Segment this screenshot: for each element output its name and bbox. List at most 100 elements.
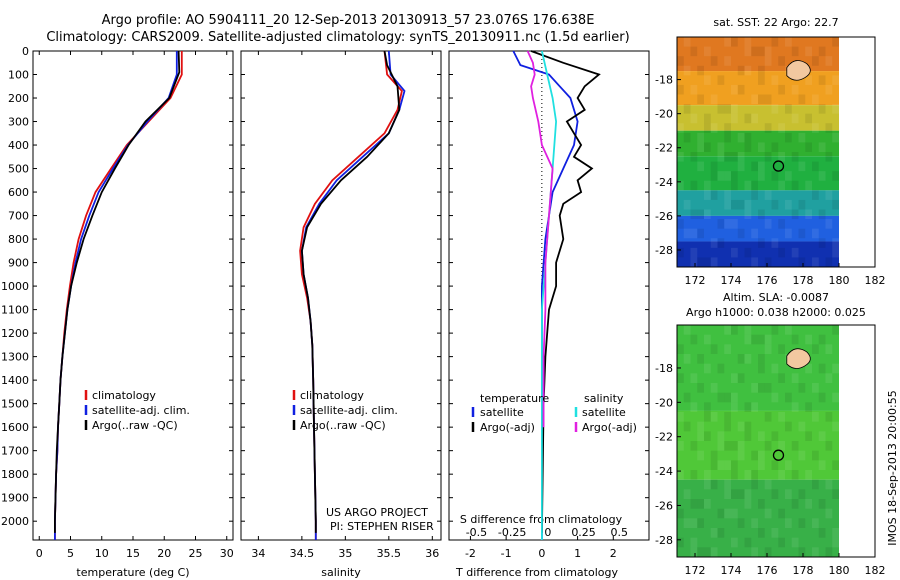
map-texture-cell xyxy=(832,460,839,470)
map-texture-cell xyxy=(798,450,806,461)
map-texture-cell xyxy=(717,219,725,229)
map-texture-cell xyxy=(785,171,792,181)
map-texture-cell xyxy=(785,518,792,528)
map-texture-cell xyxy=(778,344,785,354)
map-texture-cell xyxy=(710,460,718,470)
map-texture-cell xyxy=(737,228,745,239)
plot-frame xyxy=(32,50,234,541)
map-texture-cell xyxy=(704,547,711,557)
map-texture-cell xyxy=(818,75,826,85)
map-texture-cell xyxy=(744,46,752,57)
x-tick-label: -2 xyxy=(465,547,476,560)
map-texture-cell xyxy=(758,75,765,85)
map-texture-cell xyxy=(710,479,718,490)
map-texture-cell xyxy=(812,123,819,133)
plot-frame xyxy=(448,50,650,541)
map-texture-cell xyxy=(683,354,691,364)
map-texture-cell xyxy=(724,104,731,114)
map-texture-cell xyxy=(690,334,698,345)
map-texture-cell xyxy=(724,37,731,47)
map-texture-cell xyxy=(825,152,833,162)
map-texture-cell xyxy=(690,441,698,451)
map-texture-cell xyxy=(812,190,819,200)
series-line-argorawqc xyxy=(300,50,401,533)
map-texture-cell xyxy=(697,257,704,267)
map-x-tick-label: 176 xyxy=(757,564,778,577)
map-texture-cell xyxy=(798,228,806,239)
map-texture-cell xyxy=(791,152,799,162)
map-x-tick-label: 172 xyxy=(685,564,706,577)
map-texture-cell xyxy=(724,460,731,470)
map-texture-cell xyxy=(690,518,698,528)
map-color-band xyxy=(677,215,839,242)
map-texture-cell xyxy=(764,219,772,229)
map-texture-cell xyxy=(785,421,792,432)
map-texture-cell xyxy=(731,392,738,403)
map-texture-cell xyxy=(697,547,704,557)
map-texture-cell xyxy=(798,257,806,267)
map-texture-cell xyxy=(697,209,704,220)
map-texture-cell xyxy=(704,334,711,345)
map-texture-cell xyxy=(717,152,725,162)
x-axis-label: T difference from climatology xyxy=(455,566,618,579)
map-texture-cell xyxy=(751,402,758,412)
map-texture-cell xyxy=(690,113,698,124)
map-texture-cell xyxy=(744,354,752,364)
map-texture-cell xyxy=(724,508,731,519)
map-texture-cell xyxy=(832,199,839,210)
map-texture-cell xyxy=(764,257,772,267)
land-island-shape xyxy=(786,60,811,81)
map-texture-cell xyxy=(778,412,785,422)
series-line-argoadj xyxy=(530,50,601,533)
map-texture-cell xyxy=(818,528,826,538)
map-texture-cell xyxy=(778,373,785,383)
map-texture-cell xyxy=(677,180,684,191)
map-texture-cell xyxy=(764,441,772,451)
map-texture-cell xyxy=(812,344,819,354)
y-tick-label: 400 xyxy=(8,139,29,152)
map-texture-cell xyxy=(744,489,752,499)
map-texture-cell xyxy=(710,412,718,422)
map-texture-cell xyxy=(771,104,779,114)
map-x-tick-label: 176 xyxy=(757,274,778,287)
map-texture-cell xyxy=(825,479,833,490)
map-texture-cell xyxy=(677,344,684,354)
map-texture-cell xyxy=(677,84,684,95)
title-line-2: Climatology: CARS2009. Satellite-adjuste… xyxy=(46,30,629,45)
x-tick-label: 2 xyxy=(610,547,617,560)
legend-entry: climatology xyxy=(300,389,364,402)
map-texture-cell xyxy=(778,441,785,451)
map-texture-cell xyxy=(724,56,731,66)
map-texture-cell xyxy=(724,479,731,490)
map-y-tick-label: -22 xyxy=(655,431,673,444)
map-texture-cell xyxy=(724,421,731,432)
map-texture-cell xyxy=(805,431,812,441)
map-texture-cell xyxy=(710,257,718,267)
credit-line-1: US ARGO PROJECT xyxy=(326,506,428,519)
salinity-panel: 34 34.5 35 35.5 36 salinity climatology satelli… xyxy=(240,50,442,579)
map-texture-cell xyxy=(778,470,785,480)
map-texture-cell xyxy=(683,199,691,210)
map-texture-cell xyxy=(812,412,819,422)
map-texture-cell xyxy=(683,132,691,143)
map-texture-cell xyxy=(690,257,698,267)
map-texture-cell xyxy=(683,325,691,335)
map-texture-cell xyxy=(731,84,738,95)
map-texture-cell xyxy=(710,190,718,200)
x-tick-label: 0 xyxy=(36,547,43,560)
map-texture-cell xyxy=(791,373,799,383)
map-texture-cell xyxy=(805,75,812,85)
map-texture-cell xyxy=(717,508,725,519)
map-texture-cell xyxy=(751,161,758,172)
map-texture-cell xyxy=(764,46,772,57)
map-texture-cell xyxy=(818,171,826,181)
map-texture-cell xyxy=(704,75,711,85)
map-texture-cell xyxy=(785,489,792,499)
map-texture-cell xyxy=(798,94,806,105)
map-texture-cell xyxy=(710,450,718,461)
y-tick-label: 100 xyxy=(8,69,29,82)
map-texture-cell xyxy=(690,537,698,548)
map-texture-cell xyxy=(751,228,758,239)
map-texture-cell xyxy=(771,431,779,441)
map-texture-cell xyxy=(737,450,745,461)
